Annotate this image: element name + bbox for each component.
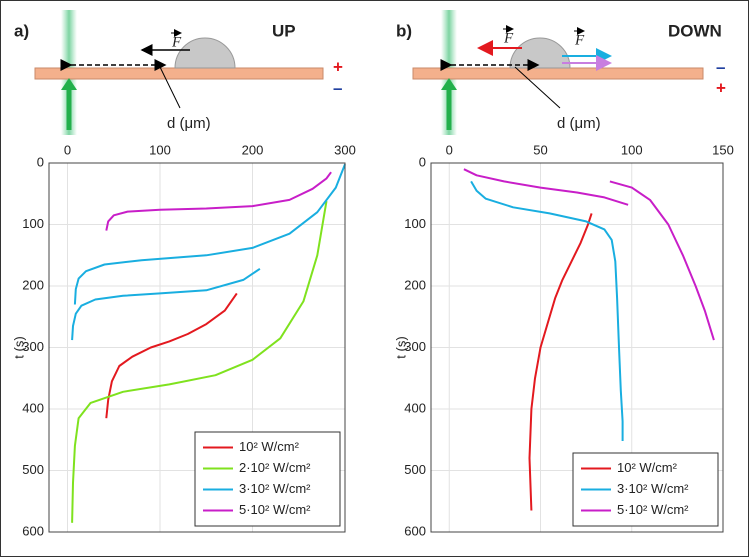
y-tick-label: 400 <box>22 400 44 415</box>
x-tick-label: 150 <box>712 142 734 157</box>
schematic-b <box>412 10 704 135</box>
beam-arrow-head <box>441 78 457 90</box>
sign: – <box>716 57 725 76</box>
series-line <box>105 292 238 419</box>
x-tick-label: 50 <box>533 142 547 157</box>
pointer <box>159 66 181 109</box>
y-tick-label: 300 <box>404 339 426 354</box>
x-tick-label: 300 <box>334 142 356 157</box>
y-tick-label: 0 <box>37 154 44 169</box>
x-axis-label: d (μm) <box>167 115 211 132</box>
legend: 10² W/cm² 3·10² W/cm² 5·10² W/cm² <box>572 452 719 527</box>
y-tick-label: 600 <box>404 523 426 538</box>
pointer <box>514 66 561 109</box>
axes-frame <box>430 162 724 533</box>
panel-label: a) <box>14 21 29 40</box>
x-tick-label: 0 <box>64 142 71 157</box>
y-tick-label: 200 <box>22 277 44 292</box>
x-axis-label: d (μm) <box>557 115 601 132</box>
force-label: F <box>503 30 514 46</box>
y-axis-label: t (s) <box>11 336 26 358</box>
series-line <box>470 180 624 441</box>
chart-title: DOWN <box>668 21 722 40</box>
chart-title: UP <box>272 21 296 40</box>
sign: + <box>716 78 726 97</box>
droplet <box>174 37 236 69</box>
x-tick-label: 100 <box>149 142 171 157</box>
y-tick-label: 100 <box>404 216 426 231</box>
panel-label: b) <box>396 21 412 40</box>
series-line <box>528 213 593 511</box>
y-tick-label: 100 <box>22 216 44 231</box>
series-line <box>105 171 332 231</box>
substrate <box>412 67 704 80</box>
legend-label: 5·10² W/cm² <box>239 502 311 517</box>
y-tick-label: 500 <box>22 462 44 477</box>
force-label: F <box>574 32 585 48</box>
y-axis-label: t (s) <box>393 336 408 358</box>
legend-label: 10² W/cm² <box>617 460 678 475</box>
legend-label: 2·10² W/cm² <box>239 460 311 475</box>
series-line <box>71 200 328 523</box>
schematic-a <box>34 10 324 135</box>
legend-label: 3·10² W/cm² <box>239 481 311 496</box>
y-tick-label: 500 <box>404 462 426 477</box>
x-tick-label: 100 <box>621 142 643 157</box>
force-label: F <box>171 34 182 50</box>
x-tick-label: 0 <box>446 142 453 157</box>
y-tick-label: 400 <box>404 400 426 415</box>
y-tick-label: 0 <box>419 154 426 169</box>
x-tick-label: 200 <box>242 142 264 157</box>
y-tick-label: 200 <box>404 277 426 292</box>
series-line <box>71 163 346 341</box>
series-line <box>463 168 715 341</box>
substrate <box>34 67 324 80</box>
beam-arrow-head <box>61 78 77 90</box>
legend-label: 10² W/cm² <box>239 439 300 454</box>
y-tick-label: 600 <box>22 523 44 538</box>
y-tick-label: 300 <box>22 339 44 354</box>
sign: + <box>333 57 343 76</box>
legend: 10² W/cm² 2·10² W/cm² 3·10² W/cm² 5·10² W/c… <box>194 431 341 527</box>
legend-label: 3·10² W/cm² <box>617 481 689 496</box>
sign: – <box>333 78 342 97</box>
axes-frame <box>48 162 346 533</box>
legend-label: 5·10² W/cm² <box>617 502 689 517</box>
